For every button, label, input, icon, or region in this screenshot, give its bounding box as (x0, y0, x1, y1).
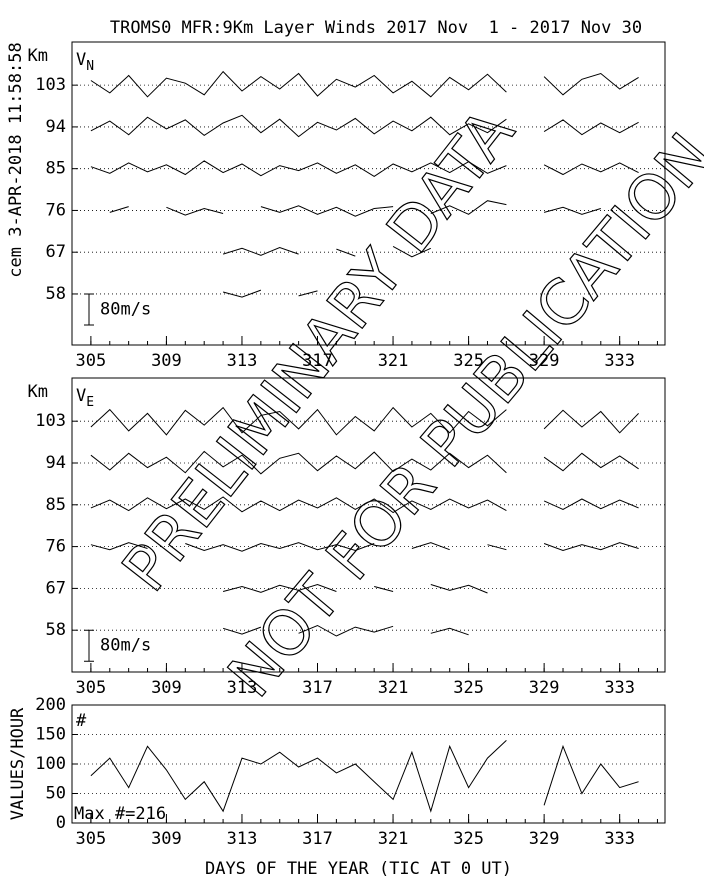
y-axis-label: VALUES/HOUR (8, 707, 28, 820)
scale-bar (84, 293, 94, 326)
wind-trace (110, 201, 639, 217)
x-tick-label: 309 (151, 351, 182, 371)
y-tick-label: 100 (35, 754, 66, 774)
x-tick-label: 325 (453, 351, 484, 371)
y-tick-label: 50 (46, 784, 66, 804)
x-tick-label: 317 (302, 829, 333, 849)
y-tick-label: 103 (35, 411, 66, 431)
wind-trace (90, 496, 639, 514)
x-tick-label: 333 (604, 678, 635, 698)
chart-title: TROMS0 MFR:9Km Layer Winds 2017 Nov 1 - … (110, 18, 642, 38)
x-tick-label: 321 (378, 829, 409, 849)
y-tick-label: 150 (35, 725, 66, 745)
y-tick-label: 85 (46, 495, 66, 515)
component: V (76, 386, 86, 406)
plot-frame (71, 41, 666, 346)
x-tick-label: 305 (76, 678, 107, 698)
component-label: VE (76, 386, 94, 410)
y-tick-label: 200 (35, 695, 66, 715)
y-tick-label: 85 (46, 159, 66, 179)
x-tick-label: 329 (529, 678, 560, 698)
scale-bar-label: 80m/s (100, 636, 151, 656)
y-tick-label: 58 (46, 620, 66, 640)
wind-trace (90, 406, 639, 436)
x-tick-label: 321 (378, 351, 409, 371)
y-tick-label: 0 (56, 813, 66, 833)
x-tick-label: 313 (227, 829, 258, 849)
y-axis-label: Km (28, 382, 48, 402)
x-tick-label: 333 (604, 351, 635, 371)
scale-bar (84, 629, 94, 662)
max-label: Max #=216 (74, 804, 166, 824)
y-tick-label: 67 (46, 242, 66, 262)
plot-frame (71, 377, 666, 673)
component-sub: N (86, 59, 94, 74)
y-tick-label: 58 (46, 284, 66, 304)
x-axis-label: DAYS OF THE YEAR (TIC AT 0 UT) (205, 859, 512, 877)
x-tick-label: 313 (227, 351, 258, 371)
side-label: cem 3-APR-2018 11:58:58 (6, 42, 26, 277)
x-tick-label: 329 (529, 829, 560, 849)
wind-trace (90, 114, 639, 138)
y-tick-label: 67 (46, 578, 66, 598)
x-tick-label: 313 (227, 678, 258, 698)
component-label: VN (76, 50, 94, 74)
y-axis-label: Km (28, 46, 48, 66)
x-tick-label: 325 (453, 678, 484, 698)
wind-trace (90, 450, 639, 475)
wind-trace (90, 542, 639, 552)
scale-bar-label: 80m/s (100, 299, 151, 319)
y-tick-label: 103 (35, 75, 66, 95)
x-tick-label: 317 (302, 678, 333, 698)
y-tick-label: 94 (46, 117, 66, 137)
x-tick-label: 309 (151, 678, 182, 698)
component-sub: E (86, 395, 94, 410)
x-tick-label: 321 (378, 678, 409, 698)
y-tick-label: 76 (46, 200, 66, 220)
wind-trace (90, 70, 639, 98)
x-tick-label: 317 (302, 351, 333, 371)
component: V (76, 50, 86, 70)
y-tick-label: 76 (46, 537, 66, 557)
count-trace (90, 740, 639, 813)
x-tick-label: 325 (453, 829, 484, 849)
x-tick-label: 309 (151, 829, 182, 849)
x-tick-label: 333 (604, 829, 635, 849)
y-tick-label: 94 (46, 453, 66, 473)
annotation: # (76, 711, 87, 731)
wind-trace (90, 160, 639, 177)
x-tick-label: 305 (76, 829, 107, 849)
x-tick-label: 305 (76, 351, 107, 371)
x-tick-label: 329 (529, 351, 560, 371)
